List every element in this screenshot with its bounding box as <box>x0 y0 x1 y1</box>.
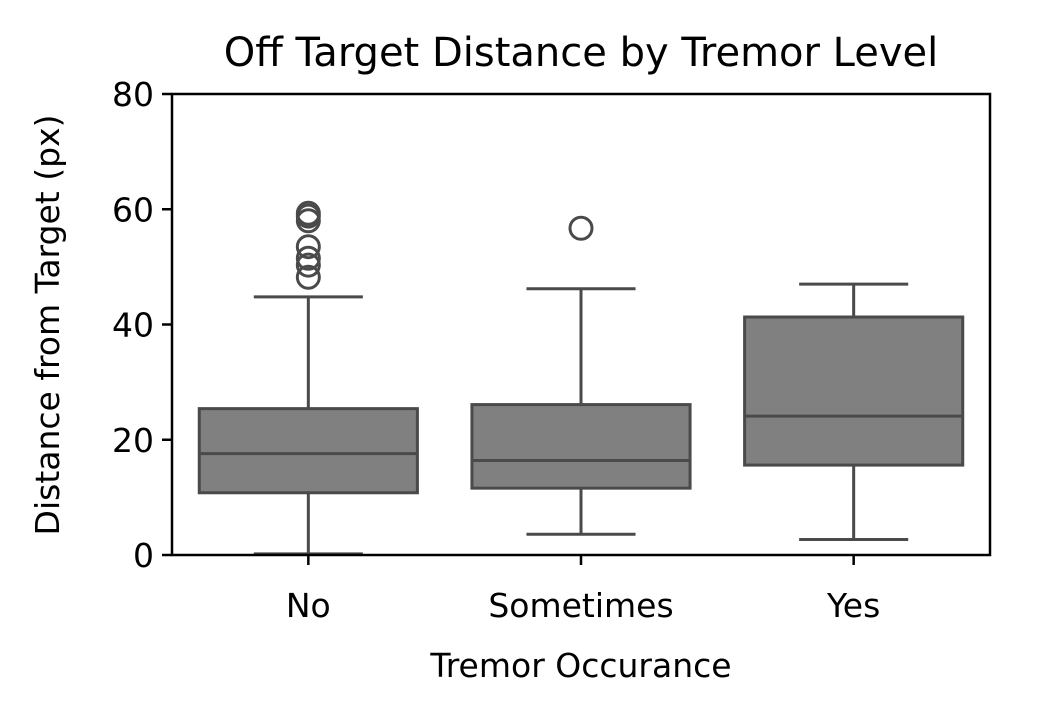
outlier-point <box>295 252 321 278</box>
y-tick-label: 0 <box>133 536 154 575</box>
x-tick-label: No <box>286 586 331 625</box>
axis-ticks: No Sometimes Yes 0 20 40 60 80 <box>112 75 880 625</box>
y-tick-label: 20 <box>112 421 154 460</box>
box-group-yes <box>743 282 965 541</box>
outlier-point <box>295 264 321 290</box>
y-tick-label: 60 <box>112 190 154 229</box>
y-tick-label: 40 <box>112 306 154 345</box>
box-group-no <box>197 200 419 556</box>
x-axis-label: Tremor Occurance <box>429 646 731 685</box>
box-iqr <box>197 407 419 495</box>
plot-area <box>197 200 965 556</box>
x-tick-label: Yes <box>826 586 880 625</box>
box-group-sometimes <box>470 215 692 536</box>
y-tick-label: 80 <box>112 75 154 114</box>
outlier-point <box>295 200 321 226</box>
x-tick-label: Sometimes <box>488 586 673 625</box>
outlier-point <box>295 245 321 271</box>
box-iqr <box>743 315 965 467</box>
outlier-point <box>568 215 594 241</box>
box-iqr <box>470 403 692 490</box>
outlier-point <box>295 234 321 260</box>
chart-title: Off Target Distance by Tremor Level <box>224 30 939 76</box>
y-axis-label: Distance from Target (px) <box>28 115 67 536</box>
